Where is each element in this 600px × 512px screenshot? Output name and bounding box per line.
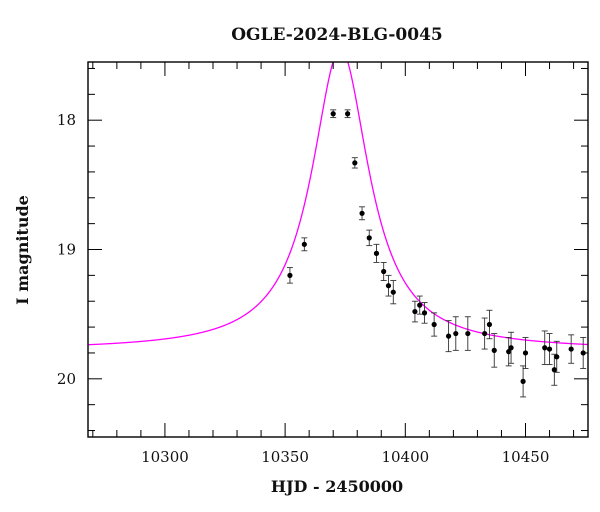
data-point bbox=[506, 349, 512, 355]
x-tick-label: 10450 bbox=[502, 448, 550, 466]
x-tick-label: 10300 bbox=[141, 448, 189, 466]
data-point bbox=[417, 302, 423, 308]
data-point bbox=[486, 321, 493, 328]
data-point bbox=[421, 310, 428, 316]
plot-area bbox=[88, 62, 588, 398]
chart-title: OGLE-2024-BLG-0045 bbox=[231, 25, 443, 45]
data-point bbox=[551, 367, 557, 373]
data-point bbox=[546, 346, 553, 352]
data-point bbox=[301, 241, 307, 247]
data-point bbox=[522, 350, 529, 356]
data-point bbox=[482, 330, 488, 337]
x-tick-label: 10400 bbox=[381, 448, 429, 466]
data-point bbox=[352, 160, 358, 166]
data-point bbox=[381, 268, 387, 275]
data-point bbox=[520, 378, 526, 384]
data-point bbox=[554, 354, 560, 360]
data-point bbox=[366, 235, 372, 241]
data-point bbox=[373, 250, 380, 256]
data-point bbox=[568, 346, 574, 352]
data-point bbox=[287, 272, 293, 278]
data-point bbox=[345, 111, 351, 117]
data-point bbox=[445, 333, 452, 339]
y-axis-label: I magnitude bbox=[13, 195, 32, 305]
data-point bbox=[359, 210, 365, 216]
data-point bbox=[412, 308, 418, 315]
data-point bbox=[390, 289, 396, 295]
data-point bbox=[465, 330, 471, 337]
data-point bbox=[491, 347, 497, 353]
y-tick-label: 18 bbox=[57, 111, 76, 129]
axis-ticks: 10300 10350 10400 10450 18 19 20 bbox=[57, 62, 588, 466]
x-tick-label: 10350 bbox=[261, 448, 309, 466]
model-curve bbox=[88, 62, 588, 346]
data-point bbox=[508, 345, 514, 351]
data-point bbox=[453, 330, 459, 337]
x-axis-label: HJD - 2450000 bbox=[271, 477, 403, 496]
y-tick-label: 20 bbox=[57, 370, 76, 388]
data-point bbox=[385, 283, 392, 289]
y-tick-label: 19 bbox=[57, 241, 76, 259]
data-point bbox=[542, 345, 548, 351]
data-point bbox=[431, 321, 437, 328]
plot-frame bbox=[87, 61, 589, 438]
data-point bbox=[330, 111, 336, 117]
